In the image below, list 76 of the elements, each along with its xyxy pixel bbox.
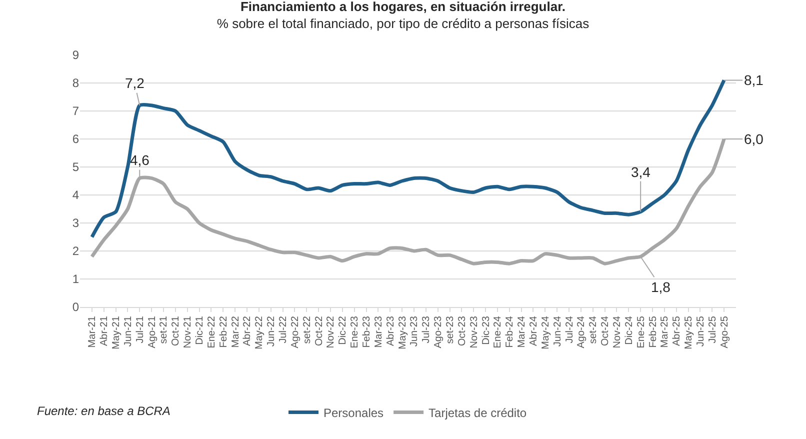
- annotation: 3,4: [631, 164, 651, 180]
- x-tick-label: Oct-21: [170, 316, 182, 346]
- x-tick-label: Jul-23: [421, 316, 432, 344]
- y-tick-label: 9: [72, 48, 80, 62]
- x-tick-label: Nov-24: [612, 316, 623, 348]
- x-tick-label: May-23: [397, 316, 408, 350]
- annotation: 7,2: [125, 75, 145, 91]
- x-tick-label: Mar-23: [373, 316, 384, 348]
- x-tick-label: Ago-23: [433, 316, 444, 348]
- x-tick-label: Abr-24: [528, 316, 540, 346]
- y-tick-label: 6: [72, 132, 80, 146]
- x-tick-label: Oct-24: [600, 316, 612, 346]
- x-tick-label: Jul-22: [278, 316, 290, 344]
- x-tick-label: Dic-23: [480, 316, 492, 345]
- x-tick-label: Jul-21: [134, 316, 146, 344]
- x-tick-label: Jun-22: [266, 316, 278, 347]
- x-tick-label: Nov-21: [182, 316, 194, 348]
- x-tick-label: Feb-25: [648, 316, 659, 348]
- x-tick-label: Feb-22: [218, 316, 230, 348]
- x-tick-label: Abr-25: [672, 316, 683, 346]
- x-tick-label: Jun-23: [409, 316, 420, 347]
- x-tick-label: Jun-21: [122, 316, 134, 347]
- x-tick-label: Oct-22: [314, 316, 325, 346]
- x-tick-label: Abr-22: [242, 316, 254, 346]
- x-tick-label: Ago-21: [146, 316, 158, 348]
- x-tick-label: Nov-23: [468, 316, 480, 348]
- legend-label: Personales: [324, 406, 384, 420]
- x-tick-label: Ene-23: [350, 316, 361, 348]
- x-tick-label: Ago-24: [576, 316, 588, 348]
- x-tick-label: Ago-25: [719, 316, 730, 348]
- x-tick-label: set-23: [445, 316, 456, 344]
- x-tick-label: set-22: [302, 316, 313, 344]
- x-tick-label: Nov-22: [326, 316, 337, 348]
- legend-label: Tarjetas de crédito: [428, 406, 527, 420]
- x-tick-label: Dic-22: [338, 316, 349, 345]
- x-tick-label: Abr-21: [99, 316, 110, 346]
- y-tick-label: 1: [72, 272, 80, 286]
- x-tick-label: May-22: [254, 316, 266, 350]
- x-tick-label: Jul-25: [707, 316, 718, 344]
- x-tick-label: May-21: [111, 316, 122, 350]
- x-tick-label: Ene-22: [206, 316, 218, 348]
- annotation: 8,1: [744, 72, 764, 88]
- y-tick-label: 2: [72, 244, 80, 258]
- x-tick-label: Dic-21: [194, 316, 206, 345]
- x-tick-label: Mar-22: [230, 316, 242, 348]
- x-tick-label: Feb-23: [362, 316, 372, 348]
- x-tick-label: Ago-22: [290, 316, 301, 348]
- x-tick-label: May-25: [684, 316, 695, 350]
- x-tick-label: Jun-24: [552, 316, 564, 347]
- chart-subtitle: % sobre el total financiado, por tipo de crédito a personas físicas: [216, 16, 590, 31]
- x-tick-label: Jun-25: [695, 316, 706, 347]
- x-tick-label: set-24: [588, 316, 600, 344]
- y-tick-label: 0: [72, 300, 80, 314]
- x-tick-label: Oct-23: [456, 316, 468, 346]
- y-tick-label: 7: [72, 104, 80, 118]
- y-tick-label: 3: [72, 216, 80, 230]
- x-tick-label: Mar-25: [660, 316, 671, 348]
- y-tick-label: 8: [72, 76, 80, 90]
- y-tick-label: 4: [72, 188, 80, 202]
- source-note: Fuente: en base a BCRA: [37, 404, 170, 418]
- x-tick-label: Ene-25: [636, 316, 647, 348]
- x-tick-label: May-24: [540, 316, 552, 350]
- x-tick-label: Jul-24: [564, 316, 576, 344]
- x-tick-label: Mar-21: [87, 316, 98, 348]
- chart-title: Financiamiento a los hogares, en situación irregular.: [240, 0, 566, 14]
- y-tick-label: 5: [72, 160, 80, 174]
- annotation: 4,6: [130, 152, 150, 168]
- x-tick-label: Abr-23: [385, 316, 396, 346]
- x-tick-label: set-21: [158, 316, 170, 344]
- x-tick-label: Dic-24: [624, 316, 635, 345]
- line-series: [90, 78, 726, 239]
- x-tick-label: Feb-24: [504, 316, 516, 348]
- annotation: 6,0: [744, 131, 764, 147]
- x-tick-label: Mar-24: [516, 316, 528, 348]
- annotation: 1,8: [651, 279, 671, 295]
- x-tick-label: Ene-24: [492, 316, 504, 348]
